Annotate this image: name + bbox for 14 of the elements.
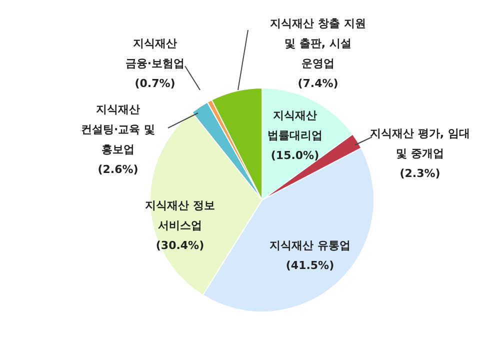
data-label: (15.0%) xyxy=(270,149,320,162)
slice-label: 지식재산 창출 지원 및 출판, 시설 운영업 xyxy=(269,17,366,70)
slice-label: 지식재산 평가, 임대 및 중개업 xyxy=(369,127,470,160)
slice-label: 지식재산 법률대리업 xyxy=(268,109,322,142)
data-label: (30.4%) xyxy=(156,239,204,252)
slice-label: 지식재산 컨설팅·교육 및 홍보업 xyxy=(80,103,156,156)
data-label: (2.3%) xyxy=(400,167,440,180)
data-label: (2.6%) xyxy=(98,163,138,176)
slice-label: 지식재산 금융·보험업 xyxy=(125,37,185,70)
slice-label: 지식재산 유통업 xyxy=(268,239,350,252)
slice-label: 지식재산 정보 서비스업 xyxy=(144,199,215,232)
data-label: (7.4%) xyxy=(298,77,338,90)
data-label: (0.7%) xyxy=(134,77,176,90)
data-label: (41.5%) xyxy=(286,259,334,272)
